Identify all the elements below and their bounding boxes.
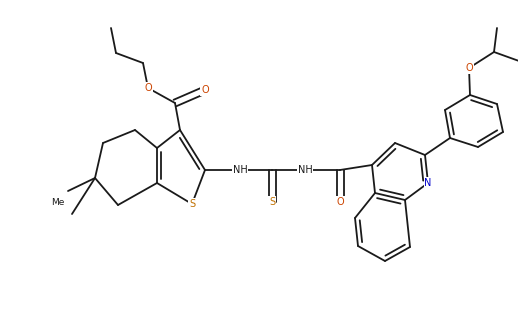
Text: NH: NH	[233, 165, 248, 175]
Text: O: O	[201, 85, 209, 95]
Text: S: S	[189, 199, 195, 209]
Text: O: O	[465, 63, 473, 73]
Text: S: S	[269, 197, 275, 207]
Text: NH: NH	[298, 165, 312, 175]
Text: O: O	[144, 83, 152, 93]
Text: Me: Me	[51, 198, 64, 207]
Text: O: O	[336, 197, 344, 207]
Text: N: N	[424, 178, 431, 188]
